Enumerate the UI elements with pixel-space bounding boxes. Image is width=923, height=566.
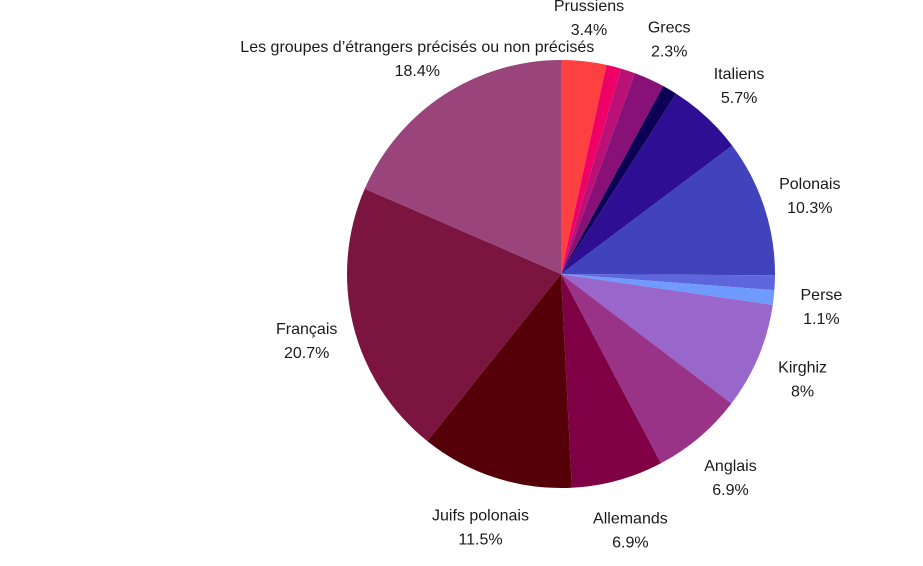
slice-value-label: 1.1% [803, 311, 839, 328]
pie-slice-10 [561, 274, 732, 464]
slice-value-label: 3.4% [571, 22, 607, 39]
slice-value-label: 5.7% [721, 90, 757, 107]
pie-slice-14 [364, 60, 561, 274]
pie-slice-8 [561, 274, 775, 305]
pie-slice-2 [561, 68, 636, 274]
pie-slice-6 [561, 145, 776, 276]
slice-name-label: Italiens [714, 66, 765, 83]
pie-slice-11 [561, 274, 661, 488]
pie-slice-4 [561, 86, 677, 274]
slice-value-label: 8% [791, 383, 814, 400]
slice-name-label: Allemands [593, 511, 668, 528]
slice-name-label: Grecs [648, 19, 691, 36]
pie-slice-1 [561, 64, 621, 275]
slice-value-label: 11.5% [458, 531, 502, 548]
pie-slice-3 [561, 73, 664, 274]
slice-name-label: Français [276, 321, 337, 338]
pie-slice-5 [561, 93, 733, 274]
slice-value-label: 20.7% [284, 345, 329, 362]
pie-slices [347, 59, 776, 489]
pie-slice-9 [561, 274, 773, 404]
pie-slice-13 [347, 188, 561, 442]
pie-slice-7 [561, 274, 775, 291]
slice-value-label: 6.9% [712, 482, 748, 499]
pie-slice-0 [561, 59, 607, 274]
pie-slice-12 [427, 274, 572, 489]
slice-name-label: Les groupes d’étrangers précisés ou non … [240, 39, 594, 56]
slice-name-label: Juifs polonais [432, 507, 529, 524]
slice-value-label: 6.9% [612, 535, 648, 552]
slice-value-label: 10.3% [787, 200, 832, 217]
slice-name-label: Prussiens [554, 0, 624, 15]
slice-name-label: Anglais [704, 458, 756, 475]
slice-value-label: 2.3% [651, 43, 687, 60]
slice-name-label: Polonais [779, 176, 840, 193]
pie-labels: Prussiens 3.4% Grecs 2.3% Italiens 5.7% Polona… [240, 0, 842, 552]
slice-name-label: Perse [801, 287, 843, 304]
slice-name-label: Kirghiz [778, 359, 827, 376]
slice-value-label: 18.4% [395, 63, 440, 80]
